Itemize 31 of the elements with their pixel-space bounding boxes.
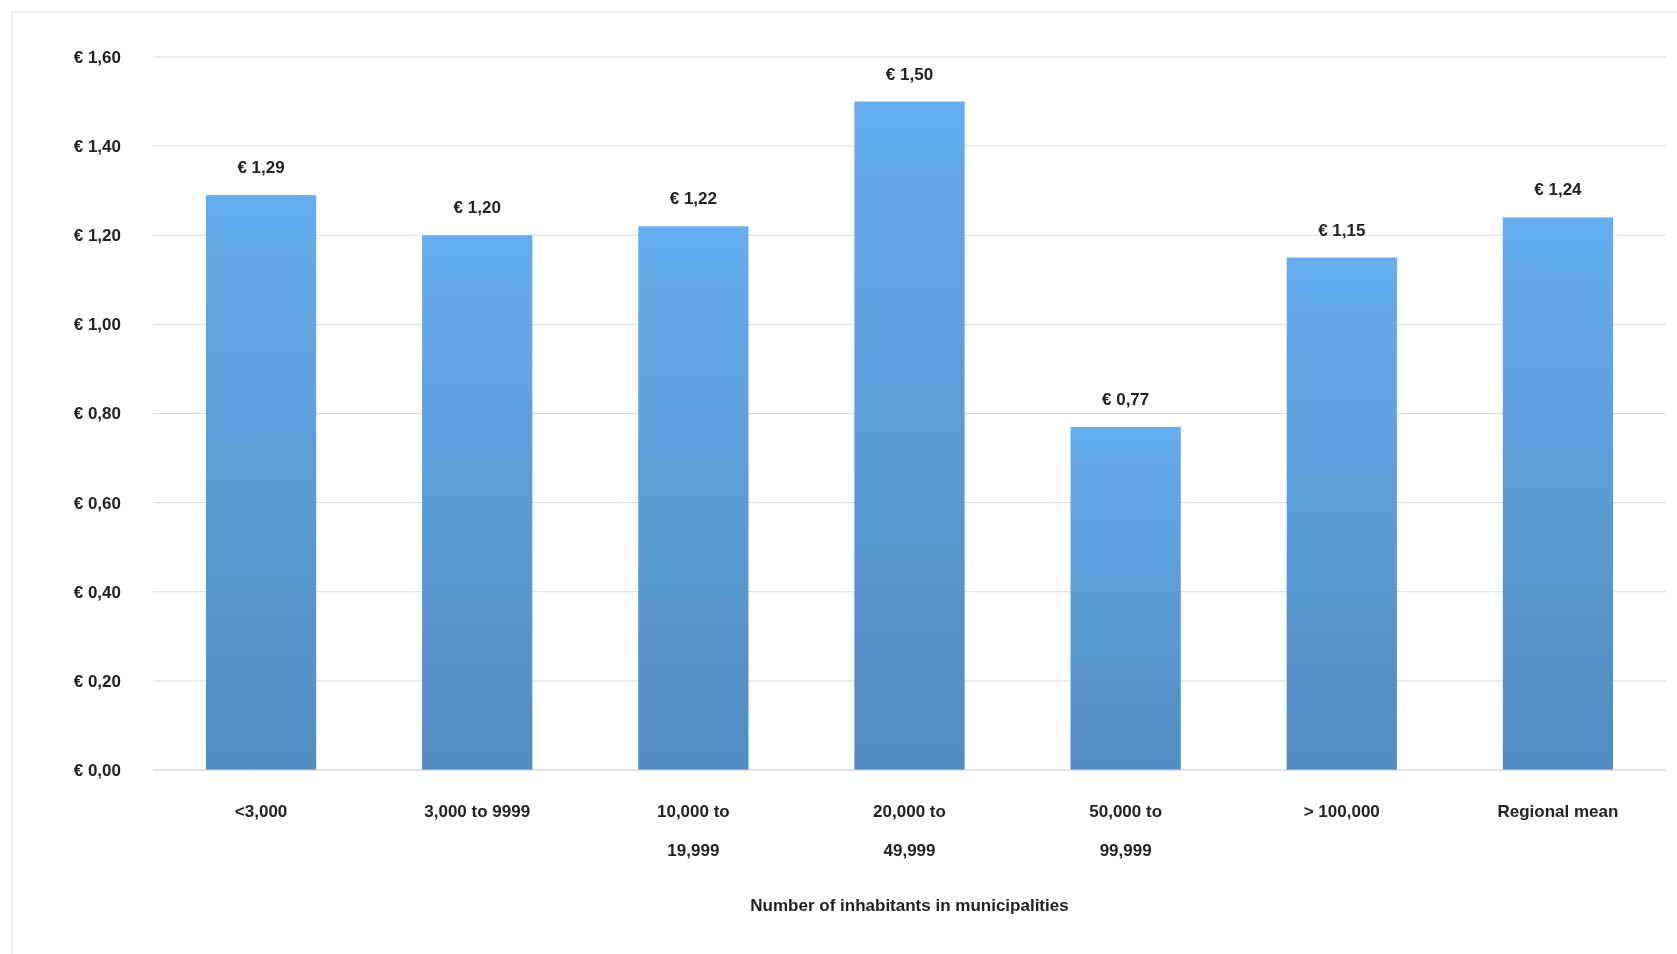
x-tick-label: <3,000 [234, 802, 288, 821]
x-tick-label: 10,000 to 19,999 [656, 802, 730, 860]
y-tick-label: € 0,60 [73, 493, 121, 513]
y-tick-label: € 0,00 [73, 760, 121, 780]
y-tick-label: € 0,40 [73, 582, 121, 602]
x-tick-label: > 100,000 [1303, 802, 1380, 821]
x-tick-label: 20,000 to 49,999 [873, 802, 946, 860]
y-tick-label: € 1,20 [73, 226, 121, 246]
data-label: € 1,22 [669, 189, 717, 209]
data-label: € 1,15 [1318, 220, 1366, 240]
bar [205, 195, 317, 770]
bar [1286, 257, 1397, 770]
data-label: € 1,20 [453, 198, 501, 218]
bar [638, 226, 749, 770]
y-tick-label: € 0,80 [73, 404, 121, 424]
data-label: € 1,29 [237, 158, 285, 178]
x-axis-title: Number of inhabitants in municipalities [750, 896, 1069, 915]
x-tick-label: 50,000 to 99,999 [1089, 802, 1163, 860]
bar [1070, 426, 1181, 770]
bar [1502, 217, 1614, 770]
x-tick-label: 3,000 to 9999 [424, 802, 531, 821]
data-label: € 0,77 [1102, 389, 1150, 409]
y-tick-label: € 1,00 [73, 315, 121, 335]
y-tick-label: € 1,40 [73, 137, 121, 157]
data-label: € 1,24 [1534, 180, 1583, 200]
data-label: € 1,50 [885, 64, 934, 84]
y-tick-label: € 0,20 [73, 671, 121, 691]
x-tick-label: Regional mean [1497, 802, 1619, 821]
bar [854, 101, 965, 770]
y-tick-label: € 1,60 [73, 47, 121, 67]
bar [422, 235, 533, 770]
